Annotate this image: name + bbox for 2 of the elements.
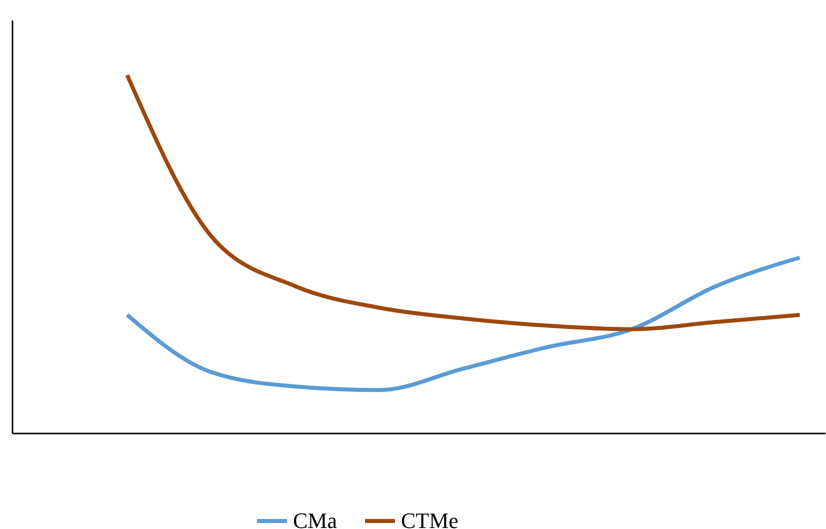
legend-label: CTMe (401, 508, 458, 529)
legend-label: CMa (293, 508, 338, 529)
